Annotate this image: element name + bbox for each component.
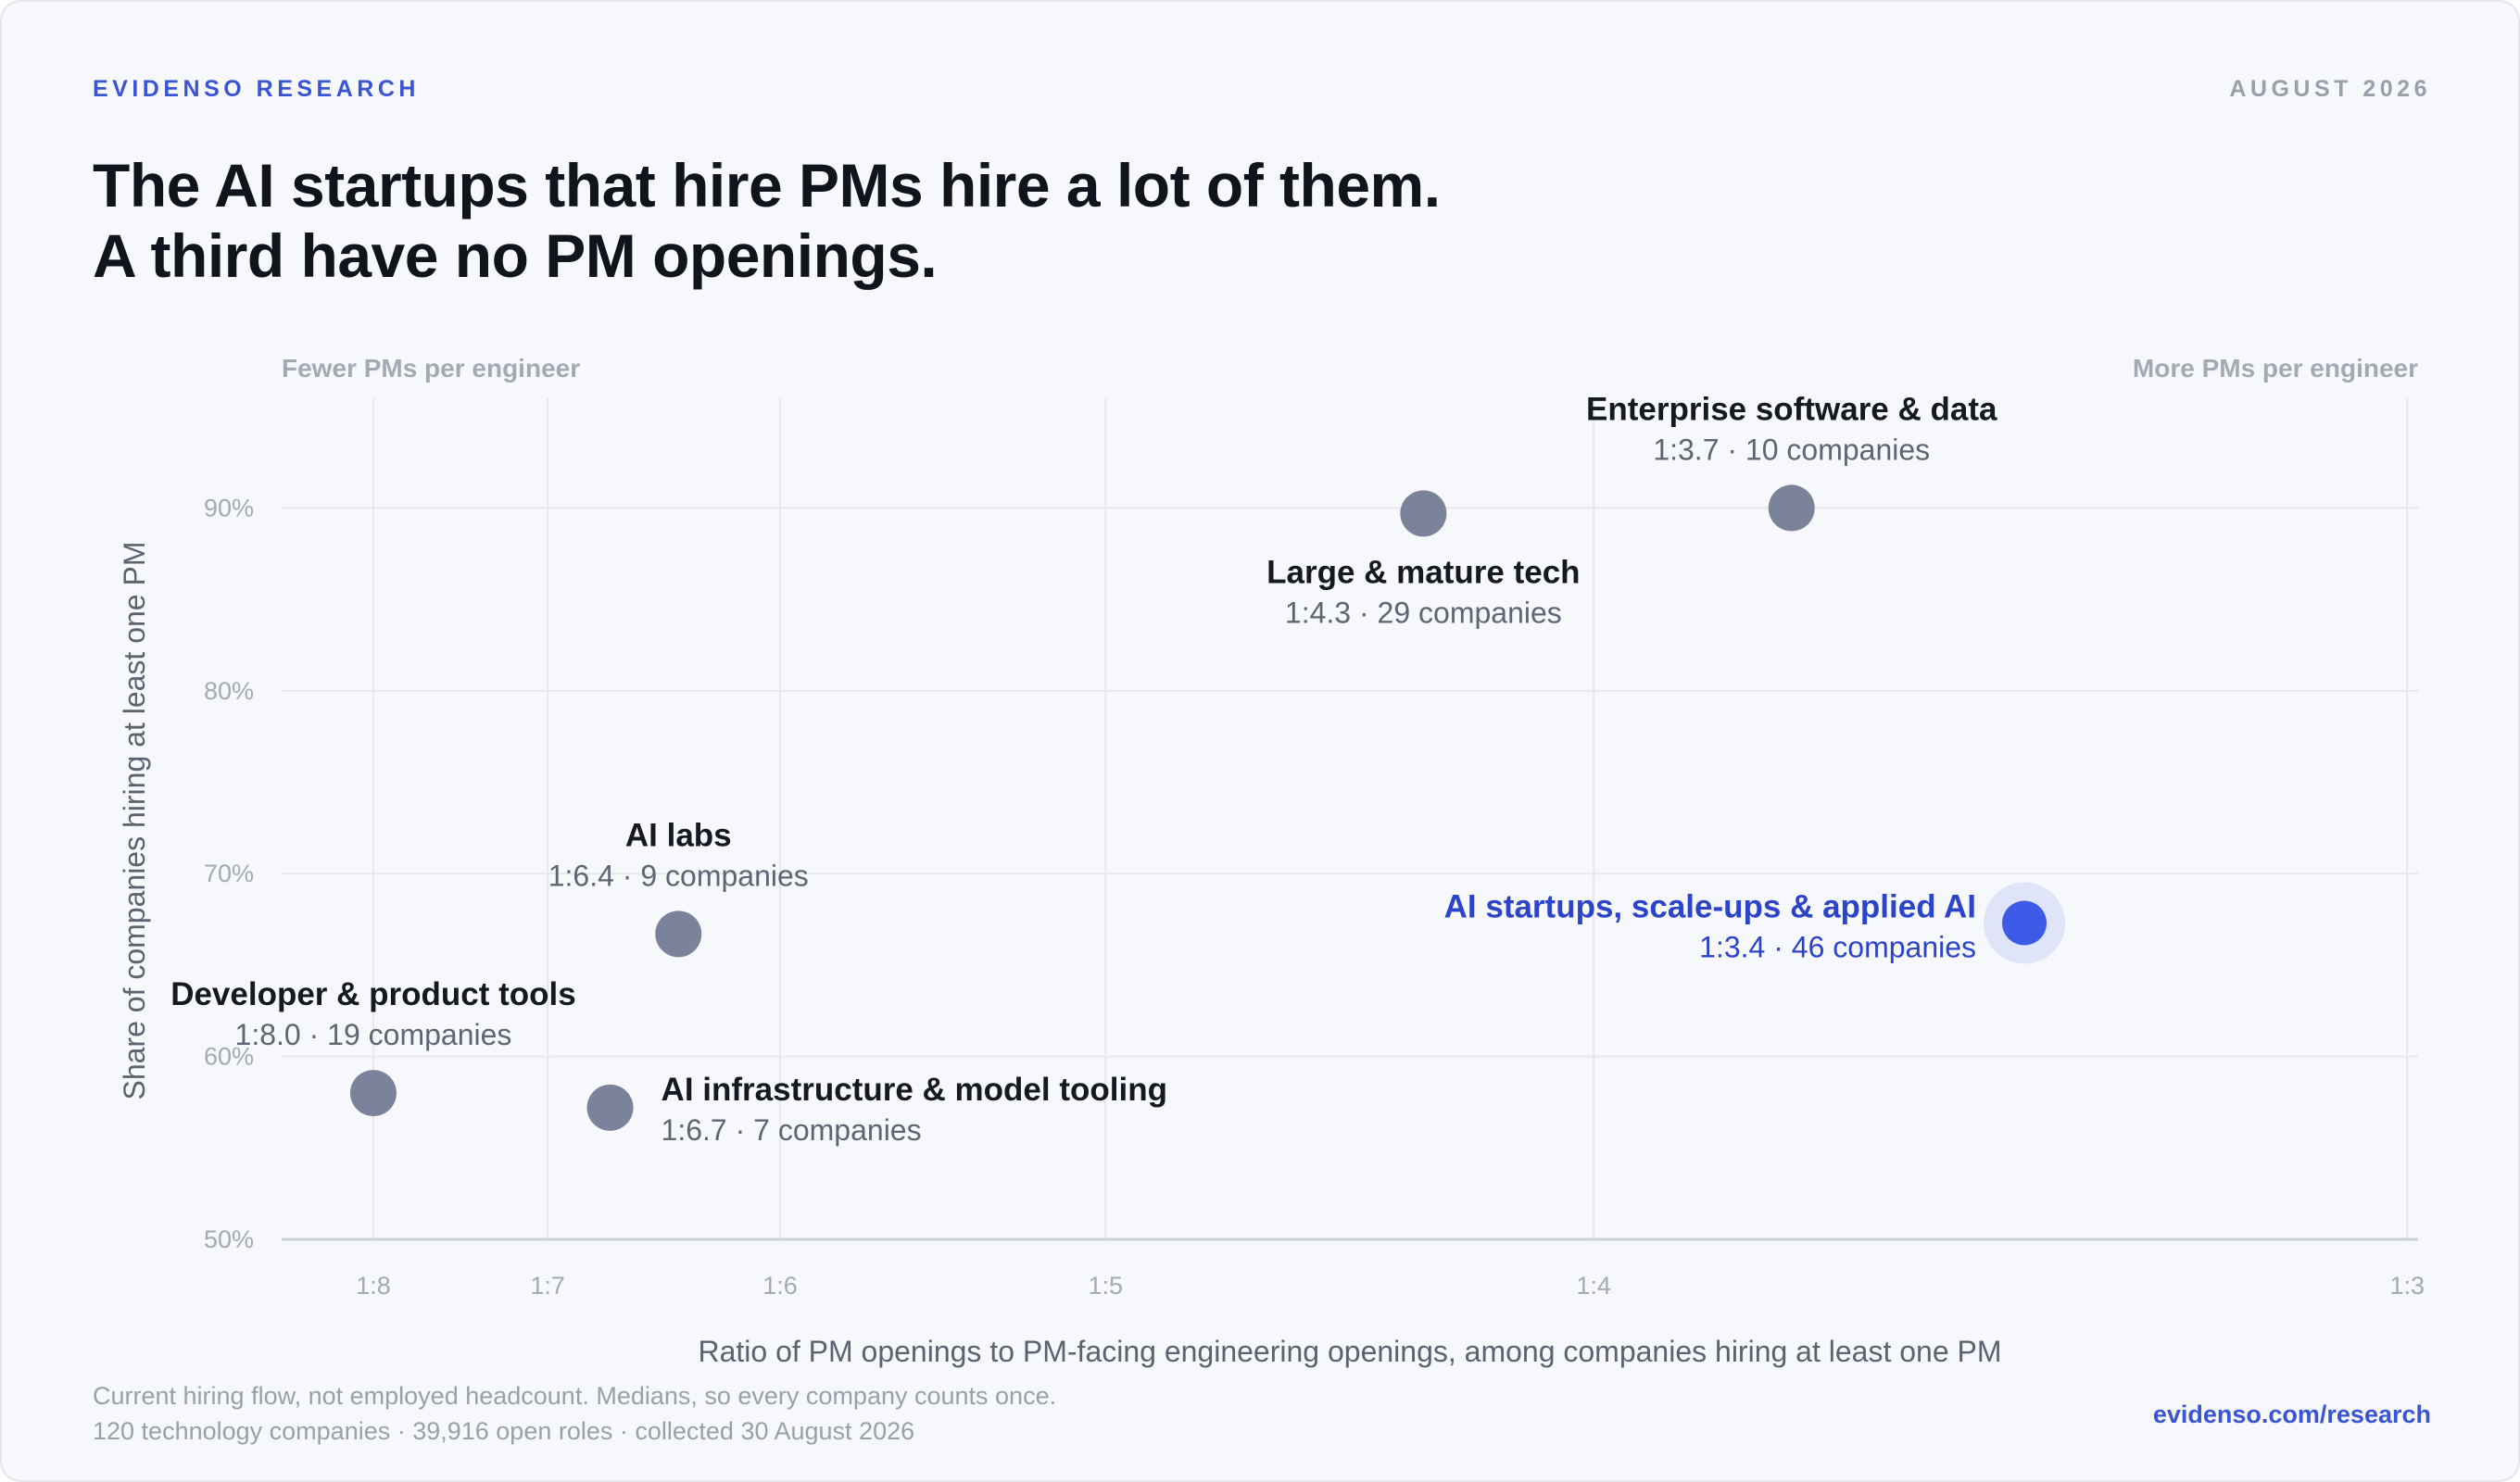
point-detail: 1:6.4 · 9 companies	[548, 859, 809, 892]
footnote-line-1: Current hiring flow, not employed headco…	[93, 1382, 1057, 1410]
y-tick-label: 70%	[204, 860, 254, 887]
point-detail: 1:3.7 · 10 companies	[1653, 433, 1930, 466]
y-tick-label: 60%	[204, 1043, 254, 1071]
x-tick-label: 1:7	[530, 1272, 565, 1300]
point-label: Enterprise software & data	[1586, 391, 1997, 427]
data-point	[655, 911, 702, 958]
point-detail: 1:6.7 · 7 companies	[662, 1113, 922, 1147]
page-title: The AI startups that hire PMs hire a lot…	[93, 150, 1441, 291]
data-point	[1768, 484, 1815, 532]
title-line-1: The AI startups that hire PMs hire a lot…	[93, 151, 1441, 220]
label-layer: Developer & product tools 1:8.0 · 19 comp…	[170, 391, 1997, 1146]
x-note-left: Fewer PMs per engineer	[282, 354, 580, 383]
axis-layer: 50% 60% 70% 80% 90% 1:8 1:7 1:6 1:5 1:4 1:3 Fewer P…	[118, 354, 2425, 1368]
point-label: Large & mature tech	[1266, 554, 1580, 590]
x-axis-title: Ratio of PM openings to PM-facing engine…	[698, 1335, 2001, 1368]
title-line-2: A third have no PM openings.	[93, 221, 938, 290]
point-detail: 1:8.0 · 19 companies	[235, 1018, 512, 1051]
data-point	[1400, 490, 1447, 537]
y-tick-label: 80%	[204, 677, 254, 705]
point-label: AI infrastructure & model tooling	[662, 1072, 1167, 1108]
x-tick-label: 1:4	[1576, 1272, 1611, 1300]
point-label: AI startups, scale-ups & applied AI	[1444, 889, 1976, 925]
y-tick-label: 50%	[204, 1225, 254, 1253]
y-tick-label: 90%	[204, 494, 254, 521]
x-note-right: More PMs per engineer	[2133, 354, 2418, 383]
footnote-line-2: 120 technology companies · 39,916 open r…	[93, 1417, 915, 1445]
report-date: AUGUST 2026	[2229, 76, 2431, 102]
data-point	[349, 1070, 397, 1117]
x-tick-label: 1:8	[356, 1272, 391, 1300]
x-tick-label: 1:6	[762, 1272, 798, 1300]
point-layer	[349, 484, 2066, 1131]
point-detail: 1:3.4 · 46 companies	[1699, 931, 1976, 964]
point-label: Developer & product tools	[170, 976, 576, 1012]
research-link[interactable]: evidenso.com/research	[2152, 1400, 2431, 1428]
brand-label: EVIDENSO RESEARCH	[93, 76, 420, 102]
point-label: AI labs	[625, 817, 732, 853]
point-detail: 1:4.3 · 29 companies	[1285, 596, 1562, 629]
data-point	[2002, 900, 2048, 946]
x-tick-label: 1:5	[1089, 1272, 1124, 1300]
data-point	[586, 1084, 634, 1131]
x-tick-label: 1:3	[2389, 1272, 2425, 1300]
y-axis-title: Share of companies hiring at least one P…	[118, 542, 151, 1100]
grid-layer	[282, 398, 2418, 1239]
